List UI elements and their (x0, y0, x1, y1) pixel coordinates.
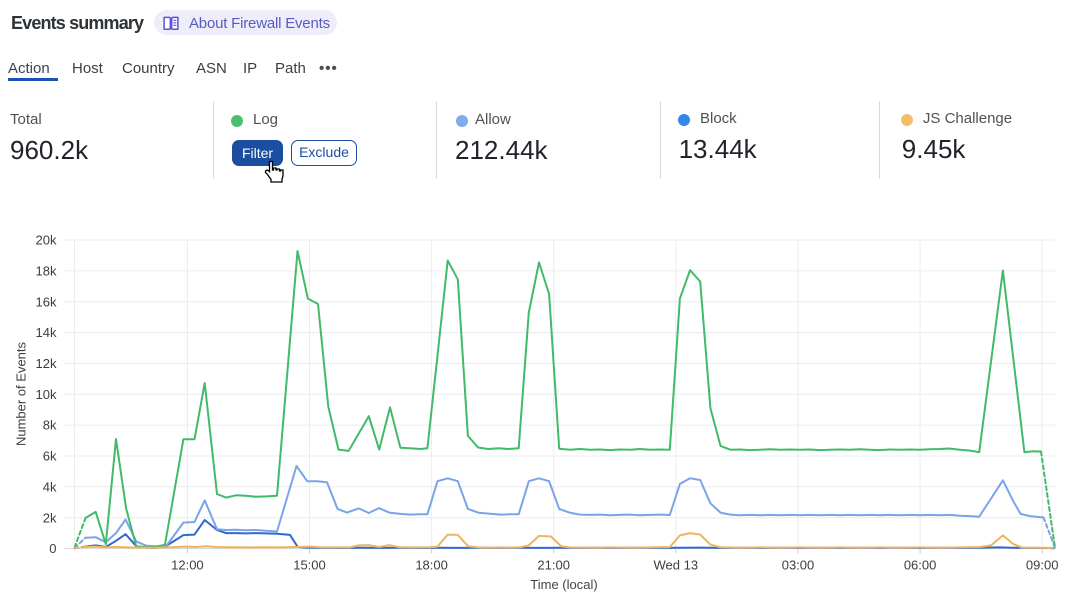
svg-text:0: 0 (49, 541, 56, 556)
svg-text:16k: 16k (36, 294, 57, 309)
svg-text:09:00: 09:00 (1026, 558, 1059, 573)
svg-text:Time (local): Time (local) (530, 577, 597, 592)
svg-text:20k: 20k (36, 233, 57, 248)
svg-text:15:00: 15:00 (293, 558, 326, 573)
svg-text:12:00: 12:00 (171, 558, 204, 573)
svg-text:2k: 2k (43, 510, 57, 525)
svg-text:10k: 10k (36, 387, 57, 402)
svg-text:14k: 14k (36, 325, 57, 340)
svg-text:18k: 18k (36, 264, 57, 279)
svg-text:Number of Events: Number of Events (14, 341, 29, 446)
svg-text:8k: 8k (43, 418, 57, 433)
svg-text:12k: 12k (36, 356, 57, 371)
svg-text:6k: 6k (43, 449, 57, 464)
svg-text:03:00: 03:00 (782, 558, 815, 573)
svg-text:21:00: 21:00 (537, 558, 570, 573)
svg-text:4k: 4k (43, 479, 57, 494)
svg-text:18:00: 18:00 (415, 558, 448, 573)
svg-text:Wed 13: Wed 13 (654, 558, 699, 573)
svg-text:06:00: 06:00 (904, 558, 937, 573)
